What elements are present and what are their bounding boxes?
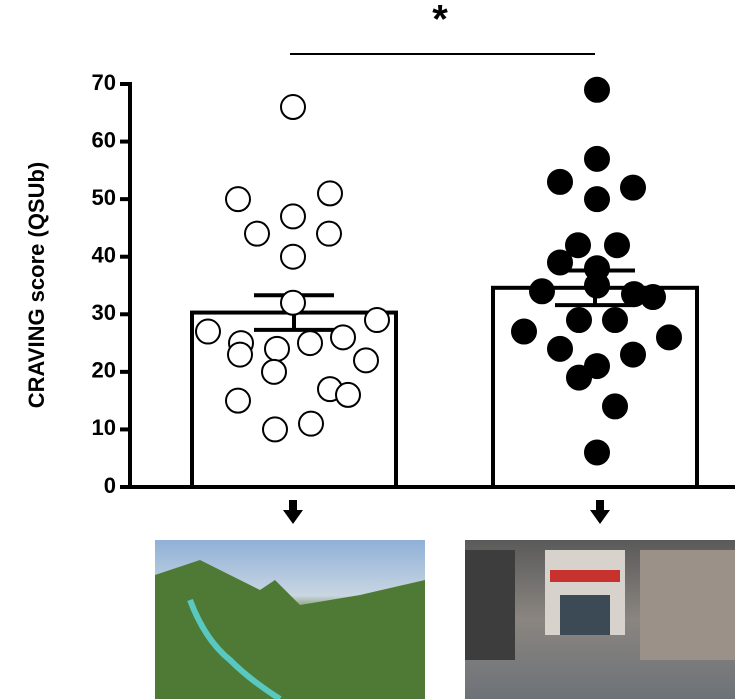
- data-point: [226, 187, 250, 211]
- data-point: [548, 250, 572, 274]
- data-point: [548, 337, 572, 361]
- data-point: [245, 222, 269, 246]
- y-tick-label: 50: [92, 185, 116, 210]
- chart: * CRAVING score (QSUb) 0 10 20 30 40 50 60 70: [0, 0, 735, 699]
- data-point: [585, 274, 609, 298]
- data-point: [336, 383, 360, 407]
- photos: [155, 540, 735, 699]
- data-point: [298, 331, 322, 355]
- data-point: [263, 417, 287, 441]
- data-point: [548, 170, 572, 194]
- y-tick-label: 60: [92, 127, 116, 152]
- data-point: [530, 279, 554, 303]
- y-tick-label: 10: [92, 415, 116, 440]
- data-point: [365, 308, 389, 332]
- data-point: [585, 78, 609, 102]
- data-point: [621, 343, 645, 367]
- data-point: [657, 325, 681, 349]
- data-point: [567, 308, 591, 332]
- data-point: [228, 343, 252, 367]
- data-point: [622, 282, 646, 306]
- data-point: [299, 412, 323, 436]
- data-point: [281, 204, 305, 228]
- y-tick-label: 70: [92, 70, 116, 95]
- y-tick-label: 40: [92, 243, 116, 268]
- data-point: [512, 320, 536, 344]
- data-point: [566, 233, 590, 257]
- y-tick-label: 30: [92, 300, 116, 325]
- data-point: [585, 147, 609, 171]
- data-point: [621, 176, 645, 200]
- data-point: [262, 360, 286, 384]
- data-point: [281, 245, 305, 269]
- data-point: [317, 222, 341, 246]
- data-point: [265, 337, 289, 361]
- bar: [192, 313, 396, 487]
- data-point: [281, 291, 305, 315]
- y-tick-label: 20: [92, 358, 116, 383]
- data-point: [226, 389, 250, 413]
- y-tick-label: 0: [104, 473, 116, 498]
- data-point: [331, 325, 355, 349]
- data-point: [567, 366, 591, 390]
- data-point: [585, 187, 609, 211]
- data-point: [354, 348, 378, 372]
- y-axis-label: CRAVING score (QSUb): [24, 162, 49, 409]
- data-point: [605, 233, 629, 257]
- data-point: [603, 308, 627, 332]
- data-point: [281, 95, 305, 119]
- data-point: [585, 440, 609, 464]
- significance-star: *: [432, 0, 448, 42]
- data-point: [603, 394, 627, 418]
- arrows: [283, 500, 610, 524]
- data-point: [318, 181, 342, 205]
- data-point: [196, 320, 220, 344]
